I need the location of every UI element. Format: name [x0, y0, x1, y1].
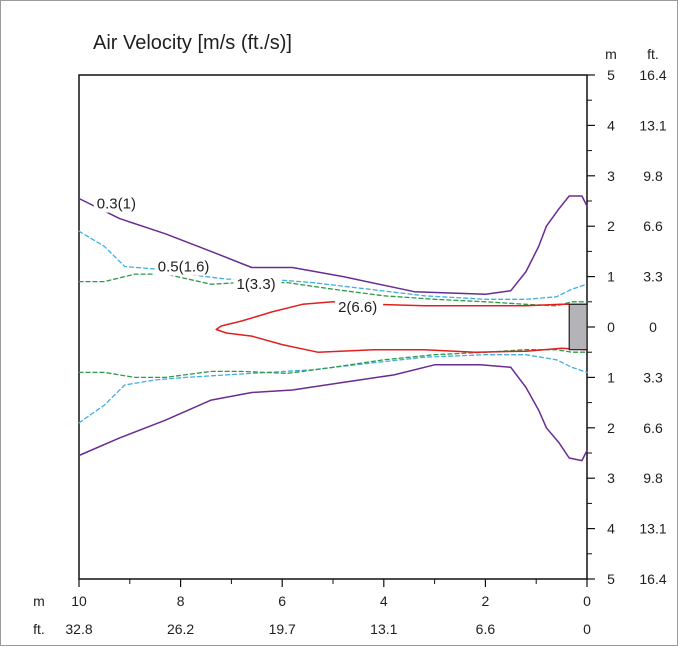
y-tick-label-m: 2 [607, 218, 615, 234]
y-tick-label-ft: 0 [649, 319, 657, 335]
x-unit-label-m: m [33, 593, 45, 609]
contour-line-3-segment-0 [215, 301, 588, 353]
contour-label-background [154, 256, 213, 276]
contour-line-0-segment-1 [78, 364, 588, 462]
x-tick-label-ft: 13.1 [370, 621, 397, 637]
y-tick-label-m: 5 [607, 571, 615, 587]
y-tick-label-m: 1 [607, 269, 615, 285]
y-tick-label-m: 3 [607, 168, 615, 184]
y-tick-label-ft: 9.8 [643, 470, 663, 486]
y-tick-label-ft: 13.1 [639, 521, 666, 537]
contour-label-background [335, 296, 384, 316]
y-tick-label-m: 5 [607, 67, 615, 83]
contour-label: 0.3(1) [97, 196, 136, 213]
y-tick-label-ft: 9.8 [643, 168, 663, 184]
x-tick-label-m: 0 [583, 593, 591, 609]
air-outlet-source-box [568, 303, 588, 351]
contour-label-background [233, 274, 282, 294]
x-tick-label-m: 6 [278, 593, 286, 609]
x-tick-label-ft: 26.2 [167, 621, 194, 637]
x-tick-label-m: 8 [177, 593, 185, 609]
x-tick-label-ft: 0 [583, 621, 591, 637]
y-tick-label-m: 3 [607, 470, 615, 486]
contour-label: 1(3.3) [236, 276, 275, 293]
contour-label-background [93, 193, 142, 213]
x-tick-label-m: 2 [482, 593, 490, 609]
contour-line-0-segment-0 [78, 195, 588, 295]
x-tick-label-ft: 32.8 [65, 621, 92, 637]
y-tick-label-ft: 3.3 [643, 269, 663, 285]
y-tick-label-ft: 16.4 [639, 67, 666, 83]
x-tick-label-m: 10 [71, 593, 87, 609]
y-tick-label-ft: 6.6 [643, 420, 663, 436]
x-unit-label-ft: ft. [33, 621, 45, 637]
contour-line-1-segment-0 [78, 230, 588, 300]
chart-title: Air Velocity [m/s (ft./s)] [93, 32, 292, 54]
y-tick-label-m: 0 [607, 319, 615, 335]
contour-label: 0.5(1.6) [158, 259, 210, 276]
contour-label: 2(6.6) [338, 299, 377, 316]
x-tick-label-m: 4 [380, 593, 388, 609]
y-tick-label-ft: 3.3 [643, 369, 663, 385]
x-tick-label-ft: 6.6 [476, 621, 496, 637]
y-tick-label-ft: 6.6 [643, 218, 663, 234]
y-tick-label-m: 4 [607, 521, 615, 537]
y-tick-label-m: 2 [607, 420, 615, 436]
y-tick-label-m: 1 [607, 369, 615, 385]
plot-frame [78, 74, 588, 580]
y-tick-label-m: 4 [607, 117, 615, 133]
y-tick-label-ft: 13.1 [639, 117, 666, 133]
x-tick-label-ft: 19.7 [269, 621, 296, 637]
y-unit-label-ft: ft. [647, 46, 659, 62]
y-tick-label-ft: 16.4 [639, 571, 666, 587]
y-unit-label-m: m [605, 46, 617, 62]
